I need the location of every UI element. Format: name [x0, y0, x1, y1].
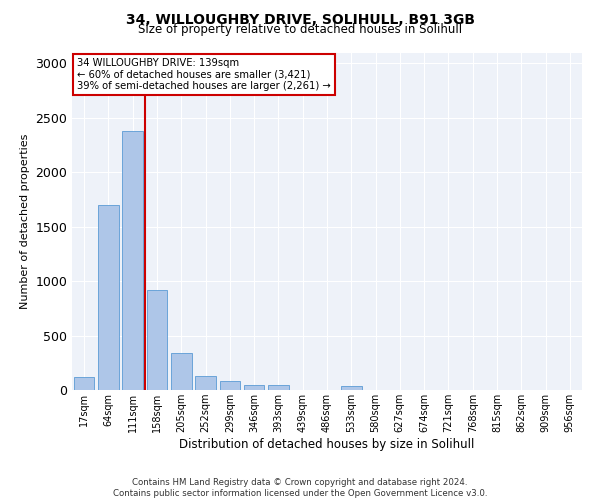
- Text: 34 WILLOUGHBY DRIVE: 139sqm
← 60% of detached houses are smaller (3,421)
39% of : 34 WILLOUGHBY DRIVE: 139sqm ← 60% of det…: [77, 58, 331, 91]
- Bar: [146, 290, 167, 390]
- X-axis label: Distribution of detached houses by size in Solihull: Distribution of detached houses by size …: [179, 438, 475, 451]
- Bar: [220, 382, 240, 390]
- Text: Size of property relative to detached houses in Solihull: Size of property relative to detached ho…: [138, 22, 462, 36]
- Bar: [98, 205, 119, 390]
- Bar: [195, 376, 216, 390]
- Bar: [268, 385, 289, 390]
- Bar: [244, 384, 265, 390]
- Bar: [122, 131, 143, 390]
- Y-axis label: Number of detached properties: Number of detached properties: [20, 134, 30, 309]
- Bar: [341, 386, 362, 390]
- Bar: [171, 353, 191, 390]
- Bar: [74, 377, 94, 390]
- Text: Contains HM Land Registry data © Crown copyright and database right 2024.
Contai: Contains HM Land Registry data © Crown c…: [113, 478, 487, 498]
- Text: 34, WILLOUGHBY DRIVE, SOLIHULL, B91 3GB: 34, WILLOUGHBY DRIVE, SOLIHULL, B91 3GB: [125, 12, 475, 26]
